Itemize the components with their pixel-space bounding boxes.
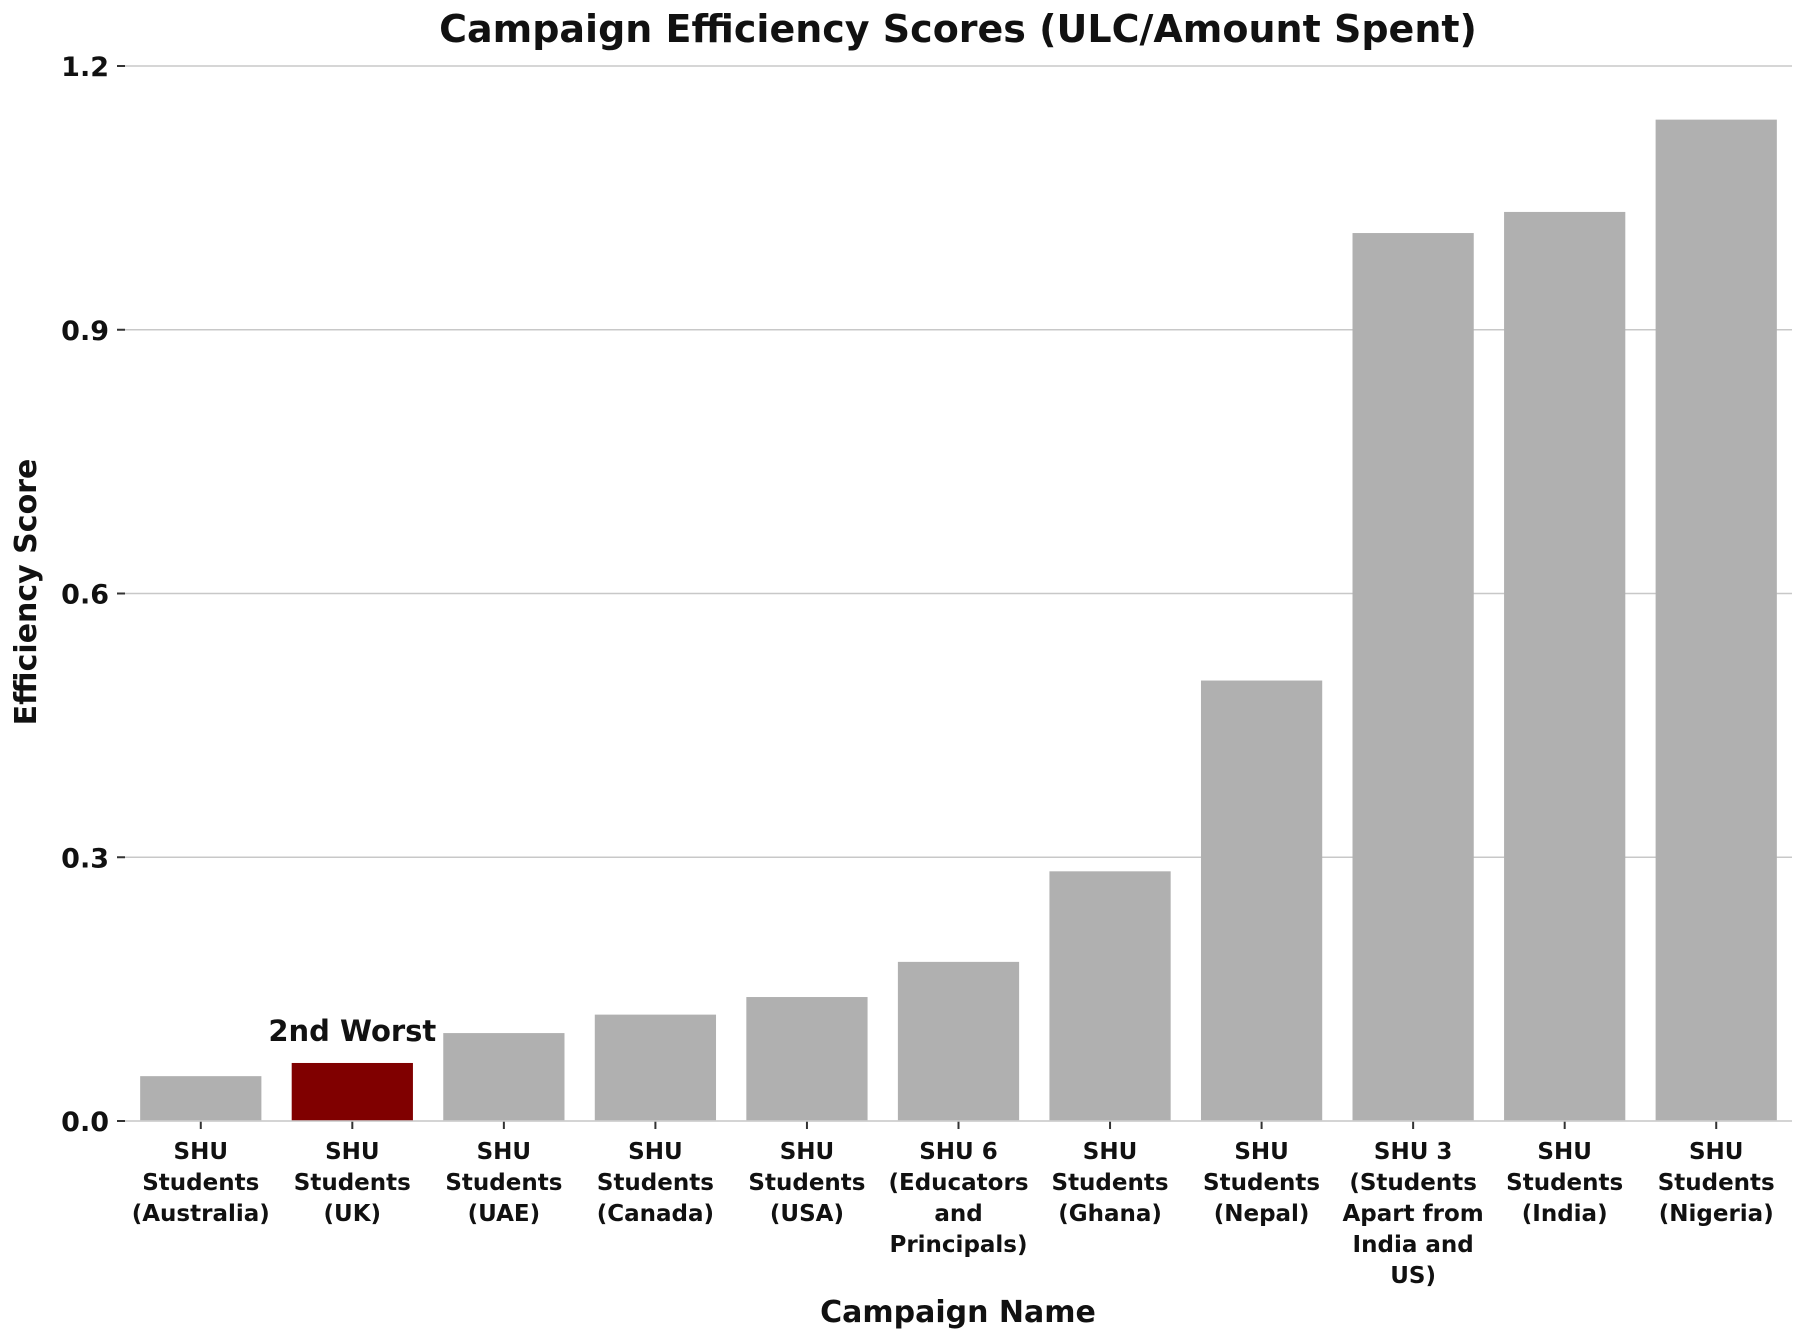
- y-tick-label: 0.9: [61, 316, 109, 347]
- y-axis-title: Efficiency Score: [9, 459, 44, 726]
- x-tick-label: SHU Students (UAE): [445, 1139, 562, 1227]
- bar: [746, 997, 868, 1121]
- x-tick-label: SHU Students (Canada): [597, 1139, 714, 1227]
- bar: [291, 1062, 413, 1121]
- x-tick-label: SHU Students (Ghana): [1052, 1139, 1169, 1227]
- bar: [140, 1076, 262, 1121]
- bar: [594, 1014, 717, 1121]
- bar: [1655, 119, 1777, 1122]
- x-tick-label: SHU 3 (Students Apart from India and US): [1343, 1139, 1484, 1289]
- y-axis: 0.0 0.3 0.6 0.9 1.2: [61, 52, 125, 1138]
- annotation-label: 2nd Worst: [268, 1014, 436, 1048]
- x-tick-label: SHU Students (Nepal): [1203, 1139, 1320, 1227]
- y-tick-label: 1.2: [61, 52, 109, 83]
- bar: [443, 1033, 565, 1121]
- y-tick-label: 0.0: [61, 1107, 109, 1138]
- x-tick-label: SHU Students (USA): [748, 1139, 865, 1227]
- chart-title: Campaign Efficiency Scores (ULC/Amount S…: [439, 7, 1477, 51]
- bar: [1049, 871, 1171, 1121]
- x-tick-label: SHU Students (Nigeria): [1658, 1139, 1775, 1227]
- x-tick-label: SHU Students (UK): [294, 1139, 411, 1227]
- bar: [1200, 680, 1323, 1121]
- x-tick-label: SHU Students (Australia): [132, 1139, 270, 1227]
- x-axis-title: Campaign Name: [820, 1295, 1096, 1330]
- x-tick-label: SHU Students (India): [1506, 1139, 1623, 1227]
- annotations: 2nd Worst: [268, 1014, 436, 1048]
- bar: [1504, 211, 1626, 1122]
- y-tick-label: 0.6: [61, 580, 109, 611]
- x-axis: SHU Students (Australia) SHU Students (UK) SHU…: [125, 1120, 1792, 1289]
- bar: [897, 961, 1020, 1121]
- y-tick-label: 0.3: [61, 843, 109, 874]
- bar: [1352, 233, 1474, 1121]
- x-tick-label: SHU 6 (Educators and Principals): [888, 1139, 1028, 1258]
- bars: [140, 119, 1777, 1122]
